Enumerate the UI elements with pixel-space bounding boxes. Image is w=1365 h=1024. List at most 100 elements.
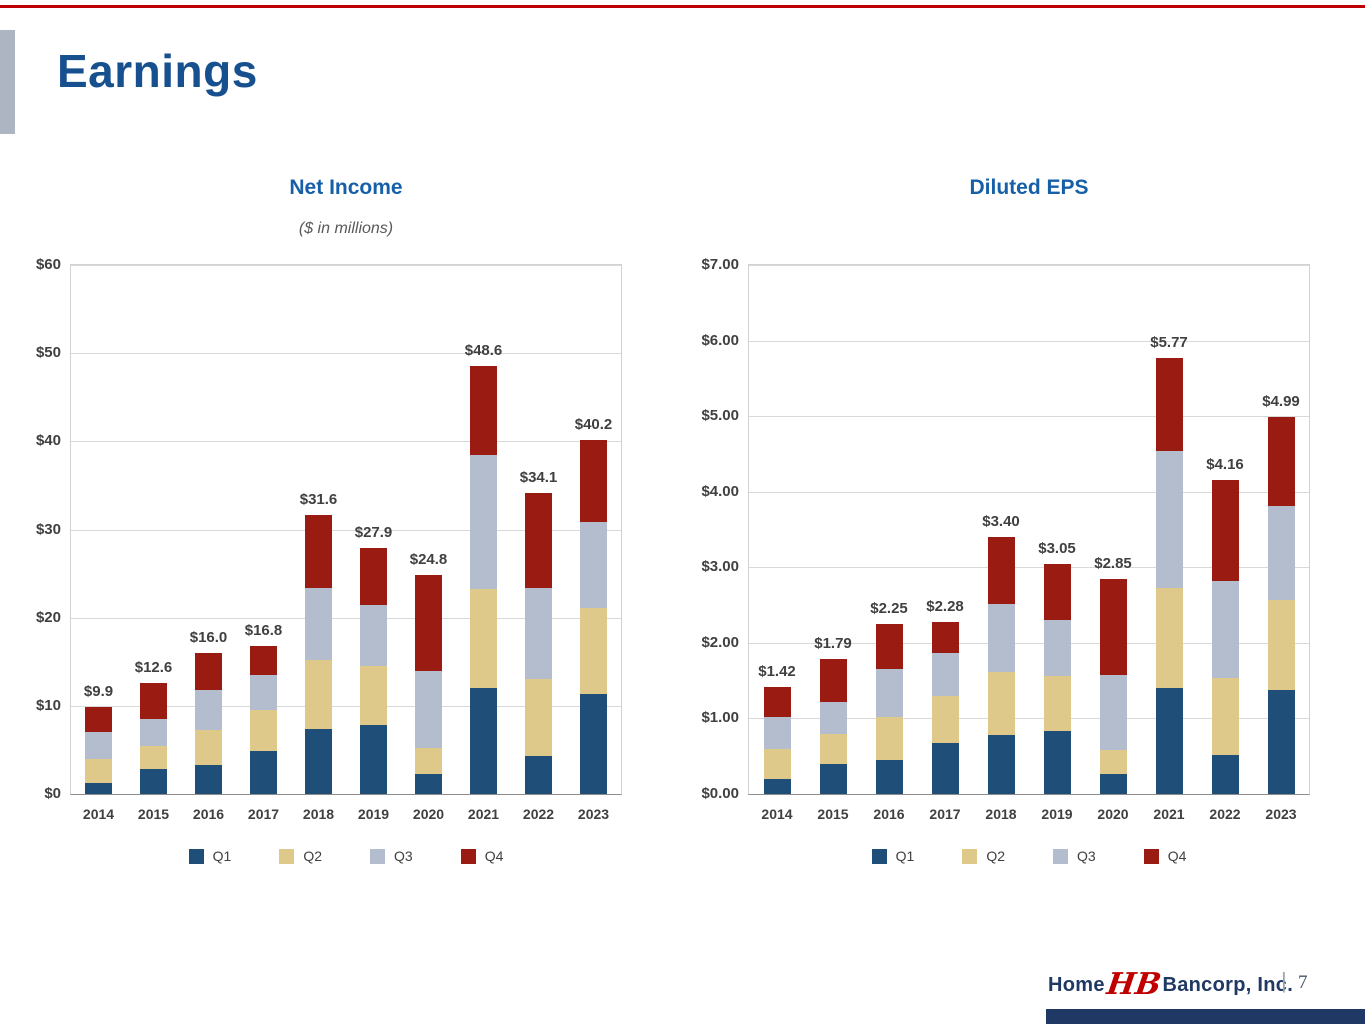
bar-slot: $9.9 2014 [71, 265, 126, 822]
stacked-bar [819, 658, 847, 794]
bar-segment-q2 [415, 748, 442, 774]
gridline [749, 643, 1309, 644]
bar-segment-q1 [360, 725, 387, 794]
legend-swatch [460, 848, 476, 864]
bar-slot: $31.6 2018 [291, 265, 346, 822]
page-title: Earnings [57, 45, 258, 97]
y-axis-label: $3.00 [701, 558, 739, 575]
bar-total-label: $40.2 [574, 415, 613, 433]
bar-segment-q3 [85, 732, 112, 759]
footer-logo: Home HB Bancorp, Inc. [1048, 967, 1293, 1002]
bar-segment-q4 [470, 365, 497, 456]
y-axis-label: $50 [35, 344, 61, 361]
x-axis-label: 2021 [1153, 806, 1185, 822]
bar-slot: $3.05 2019 [1029, 265, 1085, 822]
bar-slot: $1.79 2015 [805, 265, 861, 822]
legend-item-q3: Q3 [1053, 848, 1096, 864]
bars-container: $9.9 2014 $12.6 2015 $16.0 2016 $16.8 2017 $31.6… [71, 265, 621, 822]
stacked-bar [140, 682, 167, 794]
legend-swatch [1053, 848, 1068, 864]
x-axis-label: 2015 [817, 806, 849, 822]
bar-segment-q2 [140, 745, 167, 770]
x-axis-label: 2015 [137, 806, 170, 822]
y-axis-label: $1.00 [701, 709, 739, 726]
bar-segment-q1 [763, 778, 791, 794]
bar-slot: $24.8 2020 [401, 265, 456, 822]
bar-segment-q3 [140, 719, 167, 746]
bar-segment-q1 [470, 688, 497, 794]
bar-slot: $3.40 2018 [973, 265, 1029, 822]
bar-segment-q2 [580, 607, 607, 695]
page-number: 7 [1298, 972, 1308, 993]
bar-segment-q4 [525, 493, 552, 588]
x-axis-label: 2017 [247, 806, 280, 822]
stacked-bar [931, 621, 959, 794]
x-axis-label: 2020 [412, 806, 445, 822]
bar-segment-q3 [415, 670, 442, 749]
bar-segment-q2 [1155, 588, 1183, 689]
bar-segment-q1 [525, 756, 552, 794]
bar-slot: $2.28 2017 [917, 265, 973, 822]
gridline [749, 265, 1309, 266]
bar-segment-q3 [987, 603, 1015, 672]
bar-segment-q2 [470, 588, 497, 689]
bar-total-label: $1.79 [814, 634, 852, 652]
logo-hb-monogram: HB [1104, 967, 1164, 1002]
legend-swatch [188, 848, 204, 864]
bar-slot: $16.0 2016 [181, 265, 236, 822]
y-axis-label: $7.00 [701, 256, 739, 273]
bar-segment-q3 [1155, 450, 1183, 589]
legend-label: Q2 [303, 848, 322, 864]
bar-total-label: $24.8 [409, 551, 448, 569]
legend-label: Q1 [895, 848, 915, 864]
bar-segment-q1 [85, 782, 112, 794]
y-axis-label: $6.00 [701, 332, 739, 349]
y-axis-label: $5.00 [701, 407, 739, 424]
legend-swatch [1143, 848, 1159, 864]
bar-segment-q4 [1099, 578, 1127, 675]
bar-segment-q4 [580, 439, 607, 522]
stacked-bar [360, 548, 387, 794]
bar-total-label: $34.1 [519, 469, 558, 487]
title-accent-bar [0, 30, 15, 134]
gridline [71, 353, 621, 354]
bar-segment-q3 [195, 689, 222, 730]
legend-swatch [370, 848, 385, 864]
legend-label: Q3 [394, 848, 413, 864]
plot-area: $0.00 $1.00 $2.00 $3.00 $4.00 $5.00 $6.00 $7.00… [701, 256, 1310, 822]
bar-segment-q2 [987, 671, 1015, 736]
bar-segment-q3 [875, 669, 903, 717]
bar-segment-q3 [250, 675, 277, 711]
bar-segment-q3 [763, 716, 791, 749]
bar-segment-q4 [85, 706, 112, 733]
plot-area: $0 $10 $20 $30 $40 $50 $60 $9.9 2014 $12.6 2015 $16… [36, 256, 622, 822]
bar-slot: $48.6 2021 [456, 265, 511, 822]
bar-segment-q4 [415, 575, 442, 671]
y-axis-label: $30 [35, 521, 61, 538]
bar-segment-q1 [819, 763, 847, 794]
chart-title: Diluted EPS [969, 176, 1089, 199]
bar-segment-q2 [875, 716, 903, 760]
bar-segment-q4 [931, 621, 959, 653]
x-axis-label: 2018 [302, 806, 335, 822]
bar-segment-q4 [763, 686, 791, 717]
top-red-rule [0, 5, 1365, 8]
stacked-bar [875, 624, 903, 794]
legend-label: Q4 [484, 848, 504, 864]
gridline [749, 492, 1309, 493]
bar-total-label: $3.40 [982, 513, 1020, 531]
legend-item-q1: Q1 [871, 848, 915, 864]
gridline [749, 718, 1309, 719]
bar-segment-q3 [525, 587, 552, 680]
bar-segment-q2 [85, 758, 112, 783]
bar-segment-q4 [195, 652, 222, 690]
bar-segment-q4 [360, 548, 387, 606]
bar-segment-q2 [1211, 677, 1239, 755]
bar-segment-q3 [1211, 580, 1239, 678]
bar-segment-q1 [931, 743, 959, 794]
legend-item-q1: Q1 [188, 848, 231, 864]
bar-slot: $1.42 2014 [749, 265, 805, 822]
bar-total-label: $3.05 [1038, 539, 1076, 557]
bar-total-label: $5.77 [1150, 333, 1188, 351]
chart-title: Net Income [289, 176, 403, 199]
